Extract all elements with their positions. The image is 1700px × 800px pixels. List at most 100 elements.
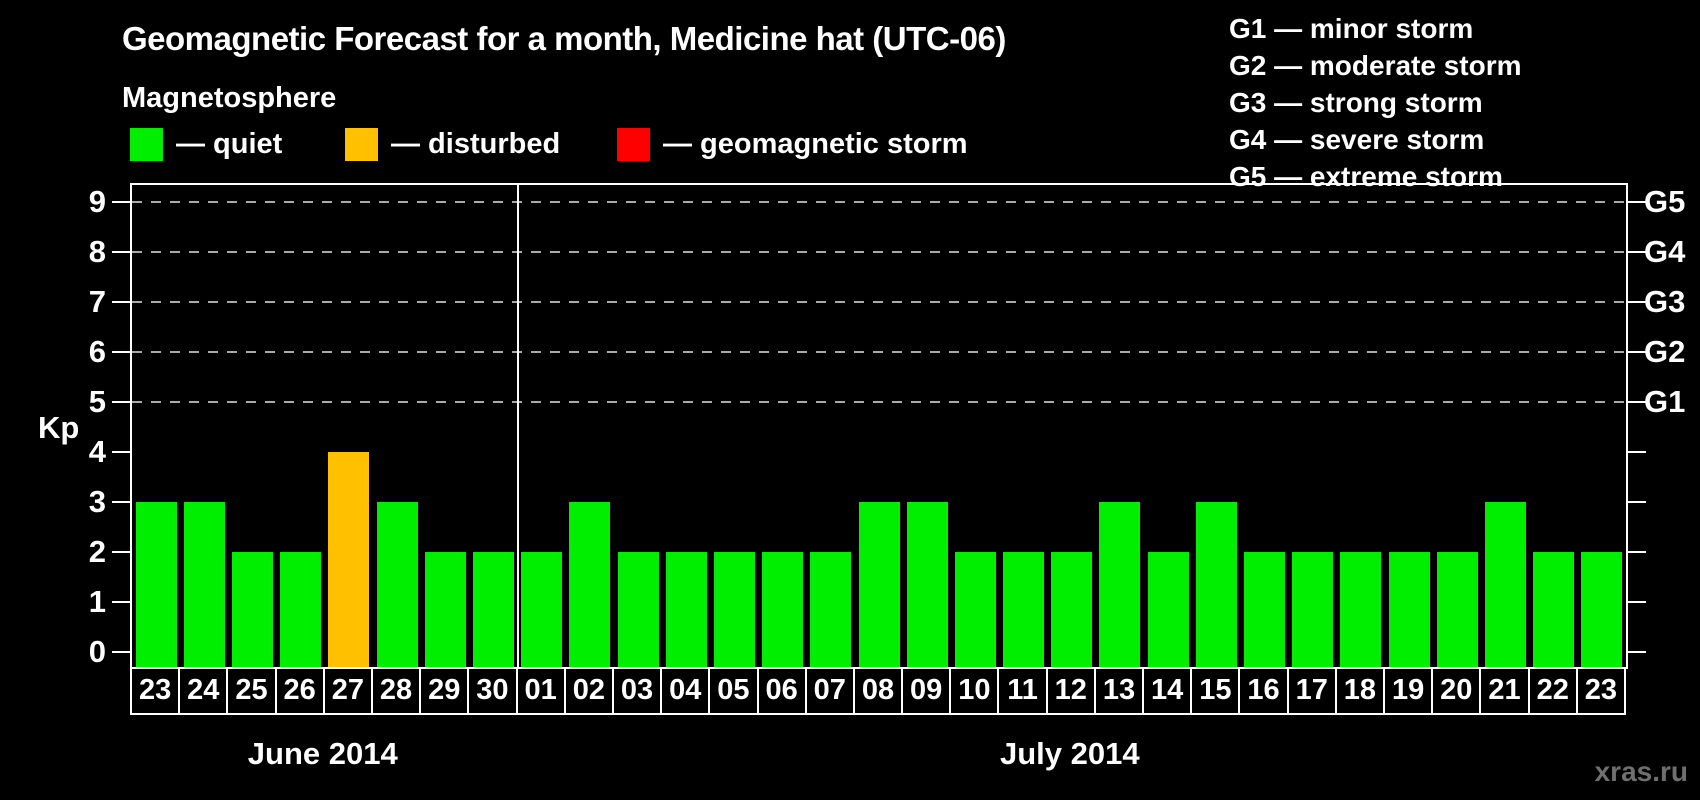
day-label-cell: 11 bbox=[997, 667, 1048, 715]
g-level-label-g3: G3 bbox=[1644, 284, 1686, 319]
kp-bar-july-09 bbox=[906, 502, 948, 667]
right-axis-tick bbox=[1628, 451, 1646, 453]
gridline-kp-8 bbox=[132, 251, 1626, 253]
g-scale-legend-line: G1 — minor storm bbox=[1229, 13, 1474, 44]
month-separator bbox=[516, 185, 519, 667]
kp-bar-july-20 bbox=[1436, 552, 1478, 667]
legend-item-storm: — geomagnetic storm bbox=[617, 127, 968, 161]
kp-bar-july-12 bbox=[1051, 552, 1093, 667]
kp-bar-july-05 bbox=[713, 552, 755, 667]
day-label-cell: 12 bbox=[1045, 667, 1096, 715]
legend-item-label: — quiet bbox=[176, 127, 283, 160]
kp-bar-june-28 bbox=[376, 502, 418, 667]
g-scale-legend: G1 — minor storm G2 — moderate storm G3 … bbox=[1229, 10, 1522, 195]
kp-bar-july-01 bbox=[521, 552, 563, 667]
storm-color-swatch bbox=[617, 127, 650, 161]
g-level-label-g5: G5 bbox=[1644, 184, 1686, 219]
kp-bar-july-22 bbox=[1533, 552, 1575, 667]
day-label-cell: 29 bbox=[419, 667, 470, 715]
day-label-cell: 30 bbox=[467, 667, 518, 715]
legend-item-label: — disturbed bbox=[391, 127, 561, 160]
y-tick-label: 9 bbox=[88, 184, 106, 219]
month-label: July 2014 bbox=[999, 736, 1140, 771]
y-axis-tick bbox=[112, 401, 130, 403]
right-axis-tick bbox=[1628, 651, 1646, 653]
day-label-cell: 21 bbox=[1479, 667, 1530, 715]
gridline-kp-9 bbox=[132, 201, 1626, 203]
day-label-cell: 23 bbox=[130, 667, 181, 715]
g-level-label-g4: G4 bbox=[1644, 234, 1686, 269]
kp-bar-june-23 bbox=[135, 502, 177, 667]
y-axis-tick bbox=[112, 251, 130, 253]
y-tick-label: 6 bbox=[88, 334, 106, 369]
kp-bar-july-17 bbox=[1292, 552, 1334, 667]
day-label-cell: 25 bbox=[226, 667, 277, 715]
kp-bar-june-27 bbox=[328, 452, 370, 667]
kp-bar-july-15 bbox=[1195, 502, 1237, 667]
y-axis-tick bbox=[112, 451, 130, 453]
y-tick-label: 2 bbox=[88, 534, 106, 569]
y-tick-label: 8 bbox=[88, 234, 106, 269]
kp-bar-july-04 bbox=[665, 552, 707, 667]
day-label-cell: 18 bbox=[1334, 667, 1386, 715]
day-label-cell: 28 bbox=[370, 667, 422, 715]
right-axis-tick bbox=[1628, 351, 1646, 353]
kp-bar-july-21 bbox=[1485, 502, 1527, 667]
y-tick-label: 1 bbox=[88, 584, 106, 619]
right-axis-tick bbox=[1628, 301, 1646, 303]
y-tick-label: 5 bbox=[88, 384, 106, 419]
y-axis-tick bbox=[112, 201, 130, 203]
g-level-label-g1: G1 bbox=[1644, 384, 1686, 419]
disturbed-color-swatch bbox=[345, 127, 378, 161]
kp-bar-july-03 bbox=[617, 552, 659, 667]
day-label-cell: 09 bbox=[901, 667, 952, 715]
magnetosphere-label: Magnetosphere bbox=[122, 82, 337, 114]
legend-item-label: — geomagnetic storm bbox=[663, 127, 968, 160]
legend-item-disturbed: — disturbed bbox=[345, 127, 560, 161]
day-label-cell: 22 bbox=[1527, 667, 1578, 715]
gridline-kp-6 bbox=[132, 351, 1626, 353]
y-tick-label: 7 bbox=[88, 284, 106, 319]
kp-bar-july-14 bbox=[1147, 552, 1189, 667]
watermark: xras.ru bbox=[1594, 756, 1688, 787]
gridline-kp-5 bbox=[132, 401, 1626, 403]
chart-title: Geomagnetic Forecast for a month, Medici… bbox=[122, 20, 1006, 57]
day-label-cell: 01 bbox=[515, 667, 566, 715]
kp-bar-july-18 bbox=[1340, 552, 1382, 667]
g-scale-legend-line: G4 — severe storm bbox=[1229, 124, 1485, 155]
day-label-cell: 27 bbox=[322, 667, 373, 715]
day-label-cell: 05 bbox=[708, 667, 759, 715]
y-axis-tick bbox=[112, 351, 130, 353]
y-axis-tick bbox=[112, 501, 130, 503]
right-axis-tick bbox=[1628, 201, 1646, 203]
gridline-kp-7 bbox=[132, 301, 1626, 303]
right-axis-tick bbox=[1628, 551, 1646, 553]
kp-bar-july-13 bbox=[1099, 502, 1141, 667]
y-tick-label: 4 bbox=[88, 434, 106, 469]
day-label-cell: 24 bbox=[178, 667, 229, 715]
kp-bar-july-11 bbox=[1003, 552, 1045, 667]
g-scale-legend-line: G2 — moderate storm bbox=[1229, 50, 1522, 81]
month-label: June 2014 bbox=[247, 736, 398, 771]
kp-bar-july-02 bbox=[569, 502, 611, 667]
day-label-cell: 14 bbox=[1142, 667, 1193, 715]
day-label-cell: 06 bbox=[756, 667, 807, 715]
y-tick-label: 3 bbox=[88, 484, 106, 519]
day-label-cell: 02 bbox=[563, 667, 614, 715]
kp-bar-june-26 bbox=[280, 552, 322, 667]
y-axis-tick bbox=[112, 301, 130, 303]
legend-item-quiet: — quiet bbox=[130, 127, 282, 161]
y-tick-label: 0 bbox=[88, 634, 106, 669]
day-label-cell: 08 bbox=[852, 667, 904, 715]
day-label-cell: 03 bbox=[611, 667, 663, 715]
kp-bar-july-10 bbox=[954, 552, 996, 667]
kp-bar-july-08 bbox=[858, 502, 900, 667]
right-axis-tick bbox=[1628, 501, 1646, 503]
day-label-cell: 23 bbox=[1575, 667, 1626, 715]
y-axis-tick bbox=[112, 551, 130, 553]
kp-bar-july-06 bbox=[762, 552, 804, 667]
kp-bar-june-25 bbox=[231, 552, 273, 667]
y-axis-title: Kp bbox=[38, 410, 80, 445]
day-label-cell: 26 bbox=[274, 667, 325, 715]
